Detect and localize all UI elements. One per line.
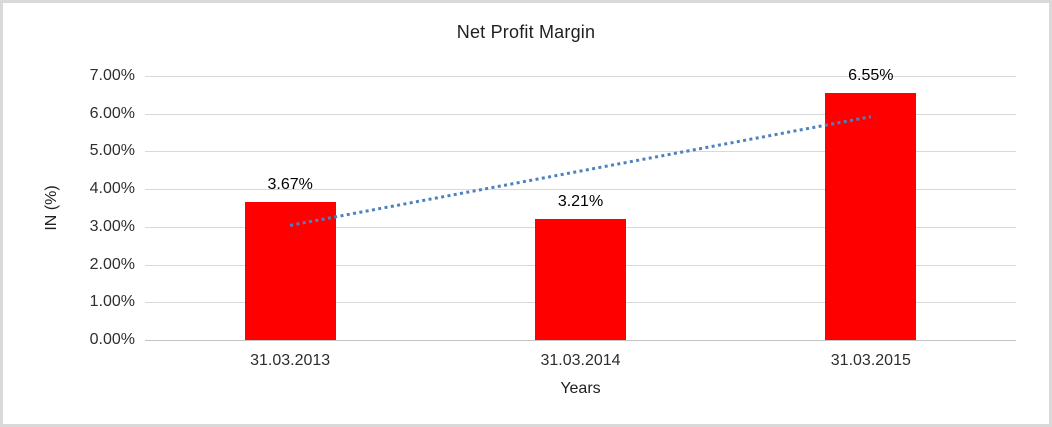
x-tick-label: 31.03.2014: [540, 352, 621, 369]
y-tick-label: 2.00%: [89, 255, 135, 273]
y-tick-label: 1.00%: [89, 293, 135, 311]
gridline-6.00%: [145, 113, 1016, 115]
gridline-7.00%: [145, 76, 1016, 77]
trendline: [289, 115, 872, 227]
y-tick-label: 4.00%: [89, 180, 135, 198]
bar-31.03.2014: [535, 218, 626, 340]
bar-data-label: 3.67%: [267, 175, 313, 193]
bar-data-label: 6.55%: [848, 66, 894, 84]
x-tick-label: 31.03.2013: [250, 352, 331, 369]
bar-31.03.2015: [825, 92, 917, 340]
x-axis-title: Years: [560, 380, 601, 397]
y-tick-label: 3.00%: [89, 217, 135, 235]
y-tick-label: 6.00%: [89, 104, 135, 122]
bar-data-label: 3.21%: [557, 192, 604, 210]
y-tick-label: 5.00%: [89, 142, 135, 160]
trendline-path: [289, 115, 872, 227]
gridline-4.00%: [145, 189, 1016, 191]
y-tick-label: 0.00%: [89, 331, 135, 348]
y-tick-label: 7.00%: [89, 67, 135, 84]
gridline-0.00%: [145, 340, 1016, 341]
gridline-5.00%: [145, 151, 1016, 153]
chart-title: Net Profit Margin: [456, 22, 596, 42]
x-tick-label: 31.03.2015: [830, 352, 911, 369]
